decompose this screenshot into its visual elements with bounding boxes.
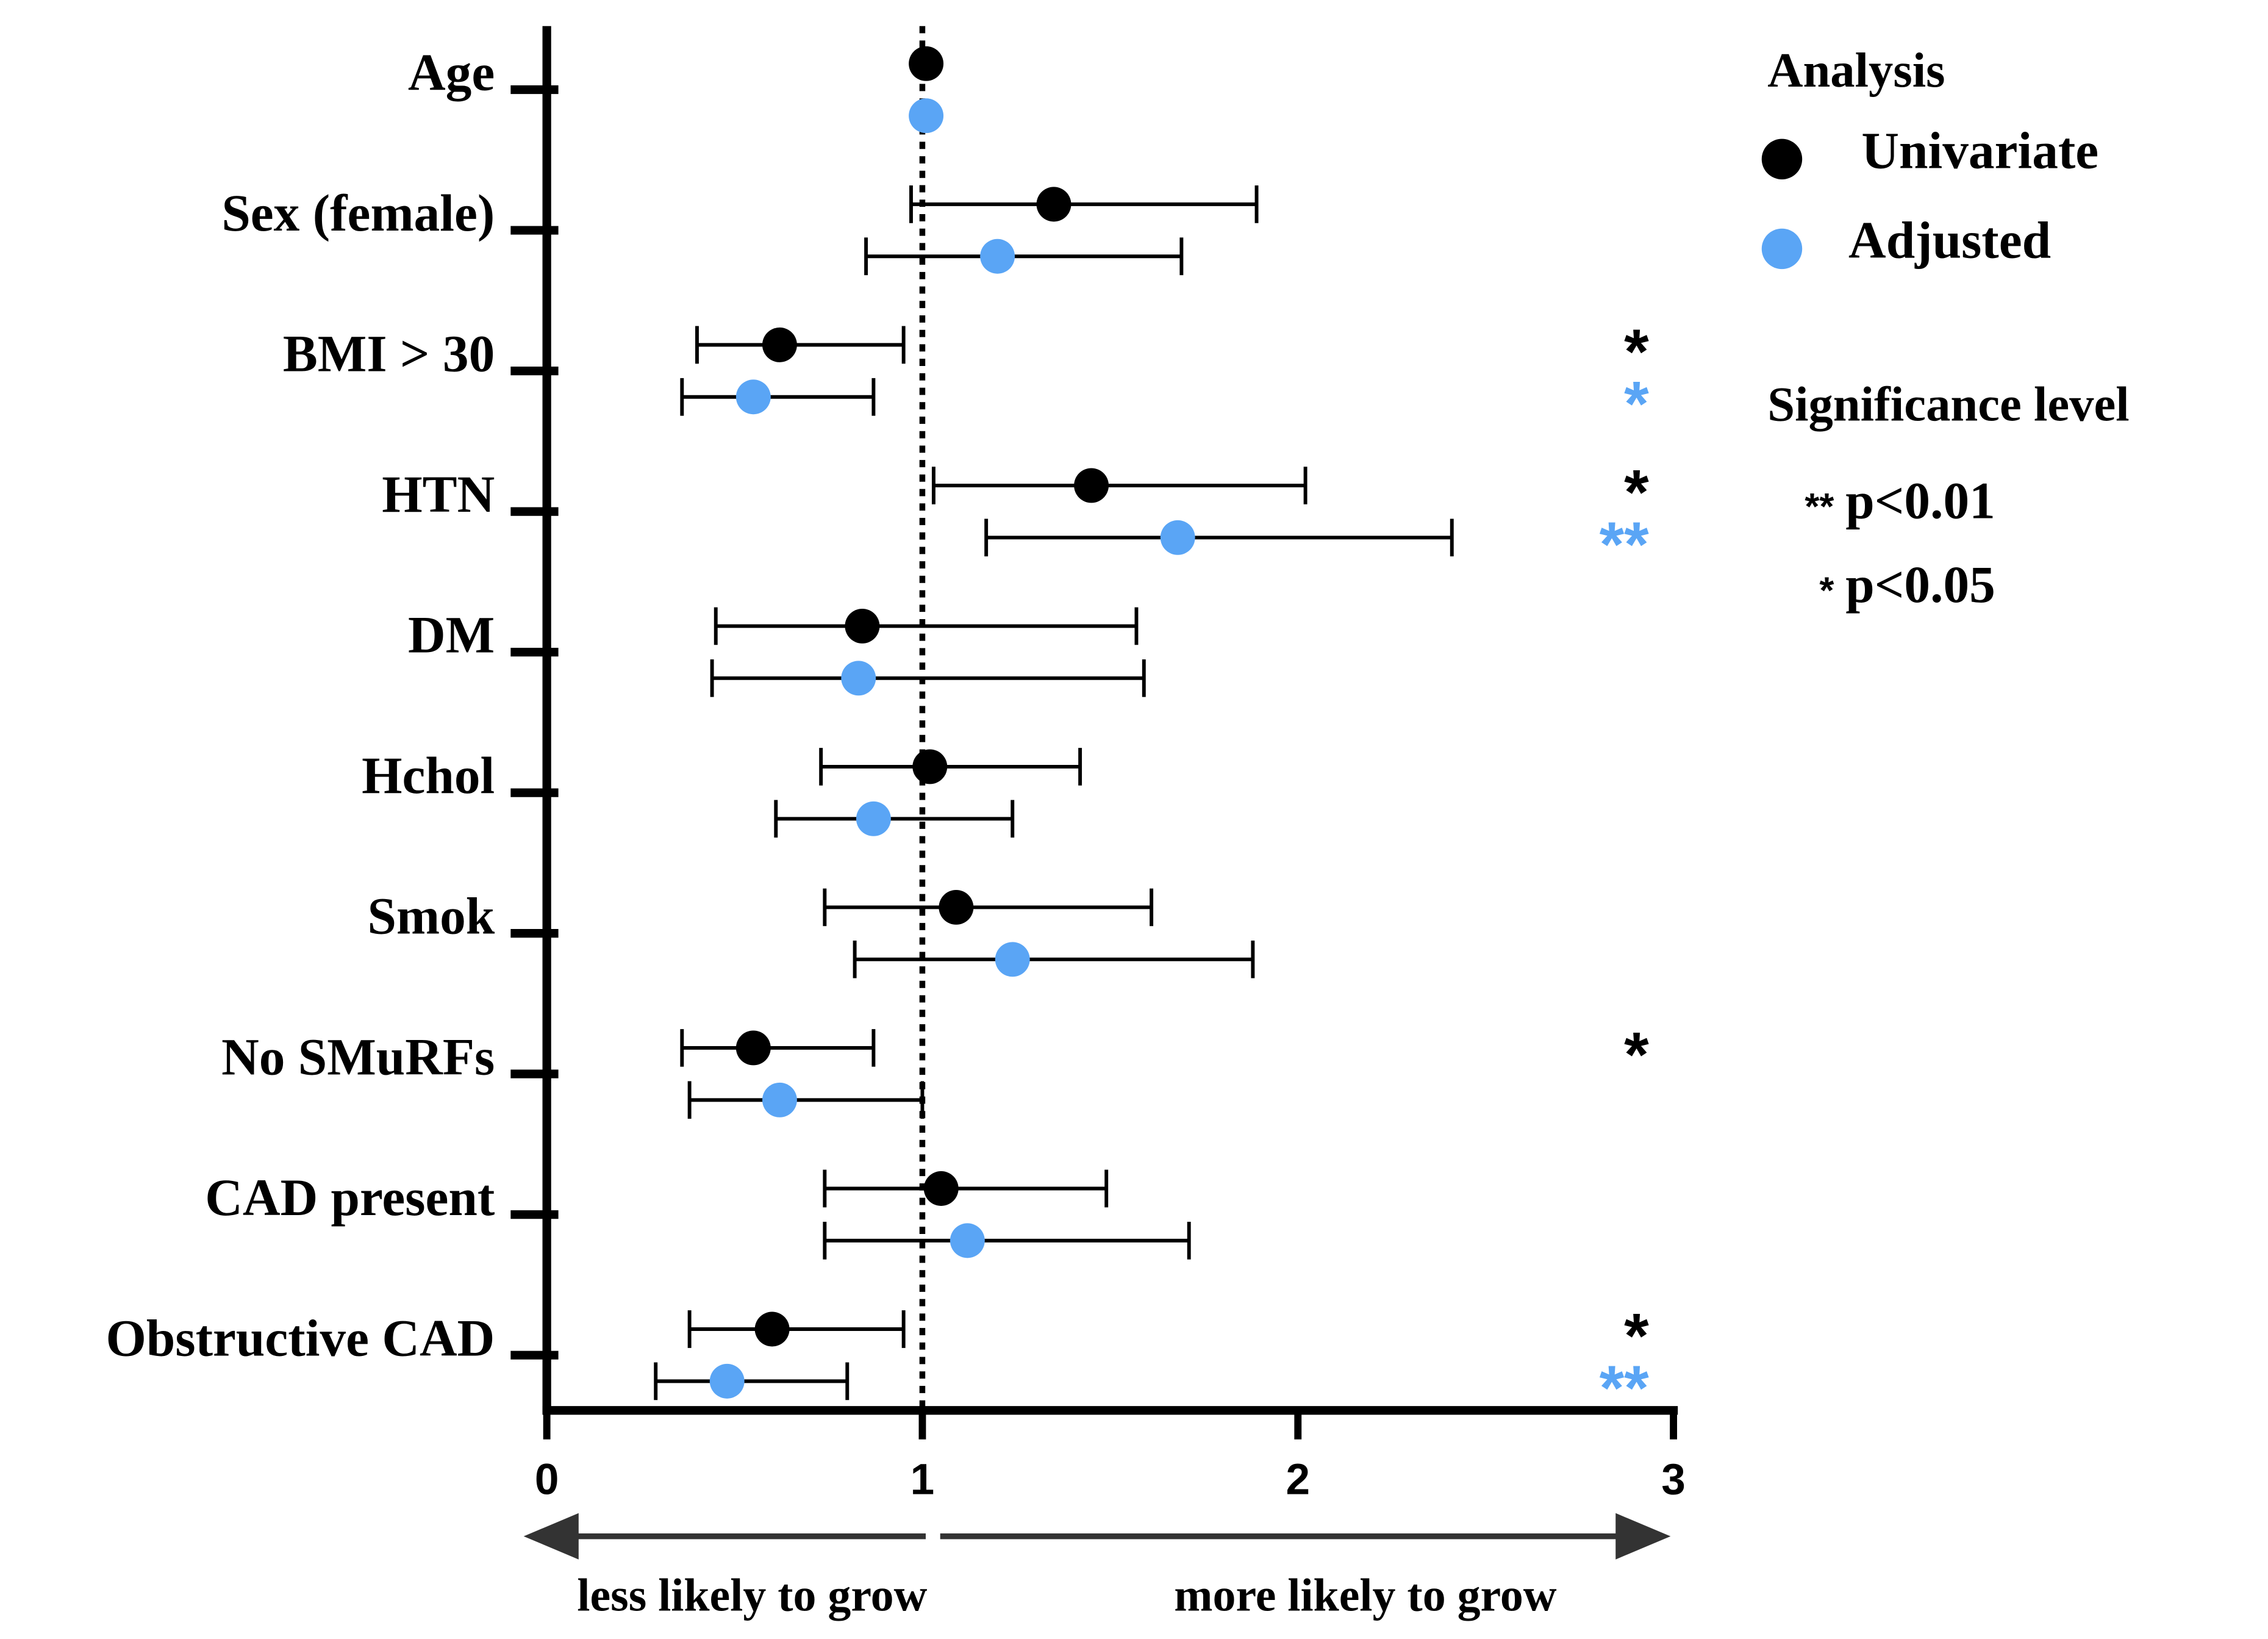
legend-title: Analysis (1767, 43, 1945, 98)
y-tick-label: Hchol (362, 747, 495, 805)
y-tick-label: Age (408, 45, 495, 102)
point (1074, 468, 1109, 503)
arrows (523, 1513, 1671, 1560)
point (762, 327, 797, 362)
point (841, 661, 876, 696)
significance-mark: * (1624, 368, 1649, 439)
legend-label: Univariate (1861, 123, 2098, 180)
significance-mark: ** (1600, 509, 1650, 580)
point (909, 98, 944, 134)
point (735, 379, 771, 415)
point (909, 46, 944, 81)
x-tick-label: 1 (910, 1456, 935, 1504)
y-tick-label: DM (408, 607, 495, 664)
significance-label: p<0.01 (1845, 473, 1995, 530)
x-tick-label: 0 (535, 1456, 559, 1504)
point (735, 1030, 771, 1066)
significance-symbol: * (1819, 570, 1834, 612)
significance-title: Significance level (1767, 378, 2129, 432)
point (939, 889, 974, 925)
significance-mark: * (1624, 457, 1649, 528)
point (1160, 520, 1195, 555)
point (709, 1363, 745, 1399)
y-tick-label: Smok (368, 888, 495, 945)
legend-marker (1761, 228, 1803, 270)
point (950, 1223, 985, 1258)
significance-symbol: ** (1805, 486, 1834, 528)
significance-label: p<0.05 (1845, 556, 1995, 614)
point (923, 1171, 959, 1206)
point (762, 1082, 797, 1117)
significance-mark: * (1624, 317, 1649, 387)
arrow-label: more likely to grow (1174, 1569, 1556, 1621)
point (980, 238, 1015, 274)
point (995, 942, 1030, 977)
significance-mark: * (1624, 1020, 1649, 1091)
x-tick-label: 2 (1286, 1456, 1310, 1504)
y-tick-label: Obstructive CAD (106, 1310, 495, 1367)
point (1036, 187, 1071, 222)
point (845, 608, 880, 644)
arrow-label: less likely to grow (577, 1569, 927, 1621)
y-tick-label: HTN (382, 466, 495, 523)
y-tick-label: BMI > 30 (283, 326, 495, 383)
point (856, 801, 891, 836)
significance-mark: * (1624, 1301, 1649, 1372)
significance-mark: ** (1600, 1353, 1650, 1424)
x-tick-label: 3 (1661, 1456, 1686, 1504)
y-tick-label: Sex (female) (221, 185, 495, 242)
y-tick-label: No SMuRFs (221, 1028, 495, 1086)
y-tick-label: CAD present (205, 1169, 495, 1227)
legend-label: Adjusted (1848, 212, 2051, 270)
point (912, 749, 948, 784)
legend-marker (1761, 138, 1803, 180)
point (754, 1311, 790, 1347)
